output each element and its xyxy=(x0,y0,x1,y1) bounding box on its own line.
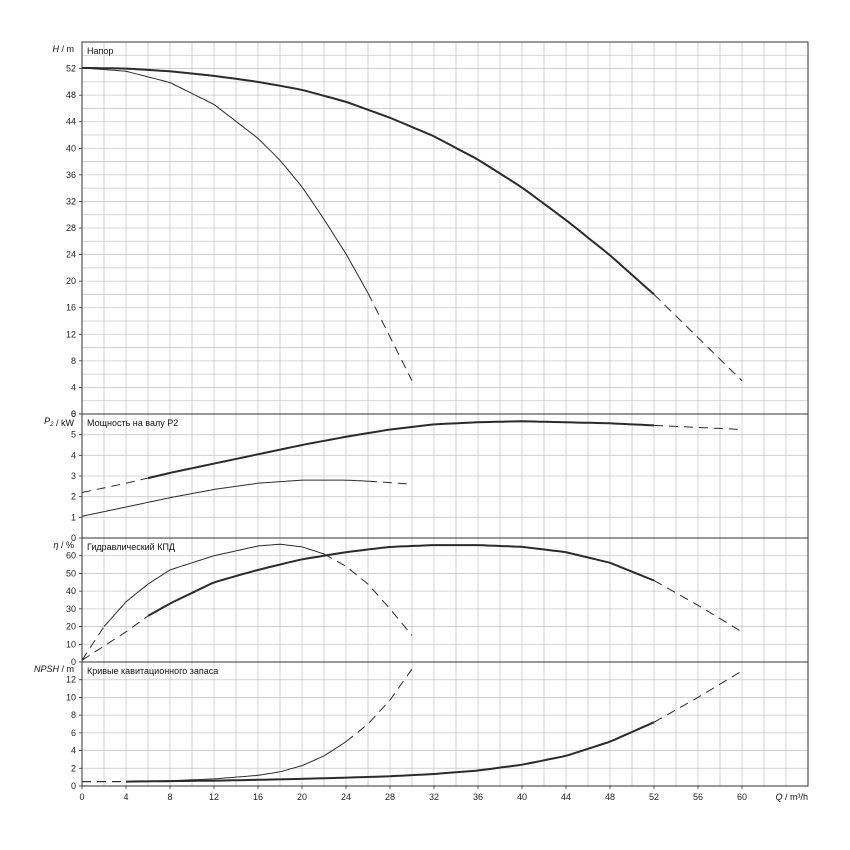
y-tick-label: 32 xyxy=(66,196,76,206)
y-axis-label: NPSH / m xyxy=(34,664,74,674)
x-tick-label: 0 xyxy=(79,792,84,802)
curve-bold-dashed-start xyxy=(81,615,149,661)
x-tick-label: 12 xyxy=(209,792,219,802)
x-tick-label: 44 xyxy=(561,792,571,802)
y-tick-label: 10 xyxy=(66,692,76,702)
curve-bold-dashed-end xyxy=(653,294,743,382)
curve-thin-dashed-end xyxy=(345,668,413,743)
y-tick-label: 3 xyxy=(71,471,76,481)
y-tick-label: 24 xyxy=(66,250,76,260)
panel-title: Напор xyxy=(87,46,113,56)
curve-thin-dashed-end xyxy=(368,480,413,485)
y-tick-label: 8 xyxy=(71,356,76,366)
y-tick-label: 10 xyxy=(66,639,76,649)
y-axis-label: P2 / kW xyxy=(44,416,74,428)
x-tick-label: 16 xyxy=(253,792,263,802)
y-tick-label: 2 xyxy=(71,492,76,502)
y-tick-label: 28 xyxy=(66,223,76,233)
x-tick-label: 24 xyxy=(341,792,351,802)
x-axis-label: Q / m³/h xyxy=(775,792,808,802)
curve-bold-solid xyxy=(81,66,655,296)
x-tick-label: 32 xyxy=(429,792,439,802)
x-tick-label: 36 xyxy=(473,792,483,802)
x-tick-label: 52 xyxy=(649,792,659,802)
curve-bold-solid xyxy=(147,544,655,617)
y-tick-label: 60 xyxy=(66,551,76,561)
y-tick-label: 12 xyxy=(66,329,76,339)
curve-thin-solid xyxy=(103,543,325,627)
curve-thin-dashed-end xyxy=(323,553,413,636)
curve-bold-dashed-start xyxy=(81,477,149,493)
y-tick-label: 2 xyxy=(71,763,76,773)
y-tick-label: 6 xyxy=(71,409,76,419)
y-tick-label: 50 xyxy=(66,568,76,578)
frame-layer xyxy=(79,41,809,789)
y-tick-label: 36 xyxy=(66,170,76,180)
curve-layer xyxy=(81,66,743,783)
panel-title: Мощность на валу P2 xyxy=(87,418,178,428)
y-tick-label: 40 xyxy=(66,586,76,596)
y-tick-label: 4 xyxy=(71,450,76,460)
curve-bold-solid xyxy=(125,721,655,783)
x-tick-label: 8 xyxy=(167,792,172,802)
panel-title: Кривые кавитационного запаса xyxy=(87,666,218,676)
curve-thin-dashed-start xyxy=(81,626,105,661)
x-tick-label: 20 xyxy=(297,792,307,802)
y-tick-label: 0 xyxy=(71,657,76,667)
curve-thin-solid xyxy=(81,67,369,294)
y-tick-label: 30 xyxy=(66,604,76,614)
y-tick-label: 8 xyxy=(71,710,76,720)
panel-title: Гидравлический КПД xyxy=(87,542,175,552)
y-tick-label: 4 xyxy=(71,382,76,392)
curve-thin-solid xyxy=(81,479,369,517)
curve-thin-dashed-end xyxy=(367,292,413,382)
x-tick-label: 60 xyxy=(737,792,747,802)
x-tick-label: 28 xyxy=(385,792,395,802)
panel-frame xyxy=(81,537,809,663)
y-tick-label: 4 xyxy=(71,746,76,756)
y-axis-label: η / % xyxy=(53,540,74,550)
y-tick-label: 12 xyxy=(66,675,76,685)
y-tick-label: 48 xyxy=(66,90,76,100)
y-tick-label: 52 xyxy=(66,64,76,74)
grid-layer xyxy=(82,42,808,786)
y-tick-label: 20 xyxy=(66,622,76,632)
y-axis-label: H / m xyxy=(53,44,75,54)
panel-frame xyxy=(81,661,809,787)
y-tick-label: 0 xyxy=(71,533,76,543)
x-tick-label: 40 xyxy=(517,792,527,802)
y-tick-label: 0 xyxy=(71,409,76,419)
x-tick-label: 48 xyxy=(605,792,615,802)
x-tick-label: 4 xyxy=(123,792,128,802)
curve-thin-solid xyxy=(125,741,347,783)
y-tick-label: 5 xyxy=(71,430,76,440)
y-tick-label: 6 xyxy=(71,728,76,738)
y-tick-label: 44 xyxy=(66,117,76,127)
curve-bold-dashed-end xyxy=(653,580,743,633)
curve-bold-dashed-end xyxy=(653,670,743,723)
y-tick-label: 40 xyxy=(66,143,76,153)
y-tick-label: 20 xyxy=(66,276,76,286)
y-tick-label: 16 xyxy=(66,303,76,313)
y-tick-label: 1 xyxy=(71,512,76,522)
curve-bold-solid xyxy=(147,420,655,480)
y-tick-label: 0 xyxy=(71,781,76,791)
x-tick-label: 56 xyxy=(693,792,703,802)
